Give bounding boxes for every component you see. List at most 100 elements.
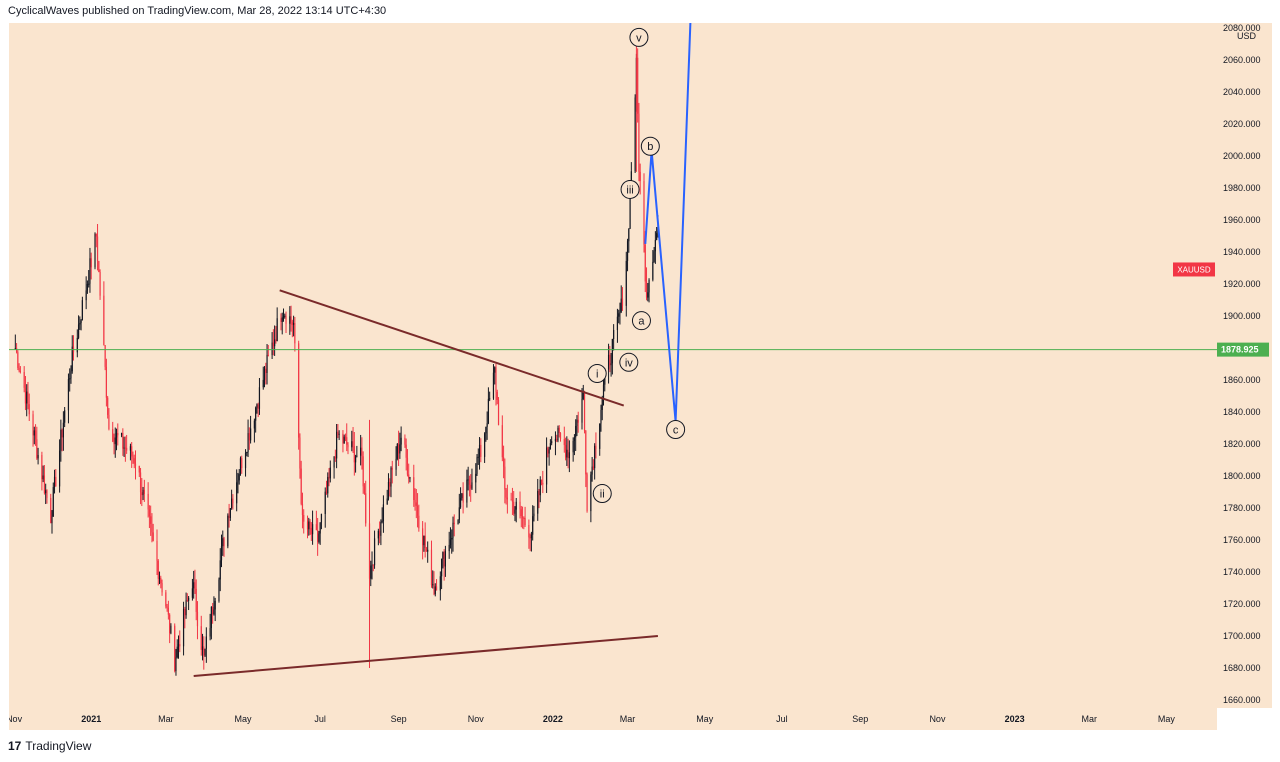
candle-body (280, 318, 282, 322)
candle-body (318, 533, 320, 542)
candle-body (263, 368, 266, 380)
candle-body (501, 425, 503, 458)
candle-body (363, 486, 366, 494)
candle-body (601, 398, 603, 410)
candle-body (406, 457, 409, 475)
candle-body (532, 516, 534, 535)
price-axis[interactable]: 1660.000 1680.000 1700.000 1720.000 1740.000… (1217, 23, 1272, 708)
candle-body (586, 474, 588, 512)
candle-body (533, 513, 535, 517)
candle-body (90, 258, 92, 268)
x-tick-label: 2023 (1005, 714, 1025, 724)
candle-body (138, 465, 140, 473)
candle-body (167, 607, 169, 615)
candle-body (548, 449, 550, 454)
candle-body (395, 458, 397, 470)
symbol-label: XAUUSD (1177, 265, 1211, 274)
candle-body (294, 322, 296, 344)
candle-body (592, 466, 594, 469)
candle-body (157, 560, 159, 579)
candle-body (599, 423, 601, 449)
candle-body (425, 548, 428, 552)
candle-body (352, 441, 354, 447)
x-tick-label: Mar (620, 714, 636, 724)
y-tick-label: 1700.000 (1223, 631, 1261, 641)
candle-body (468, 479, 471, 485)
candle-body (496, 391, 498, 400)
candle-body (381, 520, 383, 523)
candle-body (282, 316, 285, 318)
candle-body (343, 436, 345, 444)
candle-body (575, 425, 577, 438)
candle-body (188, 597, 190, 601)
candle-body (309, 521, 311, 528)
candle-body (176, 646, 178, 658)
candle-body (276, 318, 278, 342)
candle-body (191, 588, 194, 598)
candle-body (448, 544, 450, 552)
candle-body (618, 313, 620, 317)
candle-body (373, 538, 376, 566)
tradingview-brand: TradingView (25, 739, 92, 753)
tradingview-footer[interactable]: 17 TradingView (8, 739, 91, 753)
candle-body (291, 321, 293, 325)
candle-body (228, 515, 230, 518)
candle-body (457, 519, 459, 525)
candle-body (408, 474, 410, 479)
candle-body (520, 509, 522, 517)
candle-body (484, 433, 486, 457)
candle-body (377, 530, 379, 539)
price-axis-svg: 1660.000 1680.000 1700.000 1720.000 1740.000… (1217, 23, 1269, 705)
candle-body (461, 493, 463, 499)
candle-body (542, 482, 544, 485)
y-tick-label: 1940.000 (1223, 247, 1261, 257)
candle-body (317, 529, 319, 542)
candle-body (303, 515, 305, 522)
candle-body (515, 501, 517, 510)
wave-label-circle (587, 364, 607, 384)
candle-body (430, 549, 433, 586)
candle-body (51, 516, 53, 524)
candle-body (365, 493, 367, 524)
candle-body (99, 271, 101, 296)
candle-body (205, 636, 207, 649)
candle-body (14, 348, 16, 350)
time-axis-svg: Nov 2021 Mar May Jul Sep Nov 2022 Mar May Jul Sep No… (6, 714, 1175, 724)
candle-body (122, 432, 124, 449)
x-tick-label: Nov (9, 714, 23, 724)
candle-body (459, 498, 462, 508)
candle-body (156, 540, 158, 561)
candle-body (556, 438, 558, 441)
candle-body (372, 564, 374, 566)
candle-body (210, 606, 212, 629)
candle-body (42, 475, 44, 480)
candle-body (568, 452, 570, 459)
candle-body (80, 320, 82, 323)
candle-body (148, 509, 151, 517)
candle-body (219, 560, 221, 580)
candle-body (86, 284, 89, 291)
candle-body (182, 608, 185, 647)
candle-body (559, 432, 562, 439)
candle-body (126, 447, 128, 451)
candle-body (441, 558, 443, 577)
candle-body (609, 354, 611, 366)
time-axis[interactable]: Nov 2021 Mar May Jul Sep Nov 2022 Mar May Jul Sep No… (6, 708, 1217, 730)
candle-body (572, 440, 574, 453)
candle-body (356, 455, 358, 457)
candle-body (134, 463, 137, 466)
x-tick-label: May (696, 714, 714, 724)
candle-body (299, 437, 301, 469)
candle-body (510, 499, 512, 501)
candle-body (444, 551, 446, 567)
chart-plot-area[interactable]: XAUUSD v iii b a iv i ii c (9, 11, 1217, 708)
wave-label-v: v (636, 32, 642, 44)
candle-body (170, 625, 172, 634)
candle-body (327, 476, 329, 494)
wave-label-circle (592, 484, 612, 504)
candle-body (337, 431, 339, 435)
candle-body (581, 399, 583, 423)
candle-body (275, 339, 277, 342)
candle-body (196, 611, 199, 627)
